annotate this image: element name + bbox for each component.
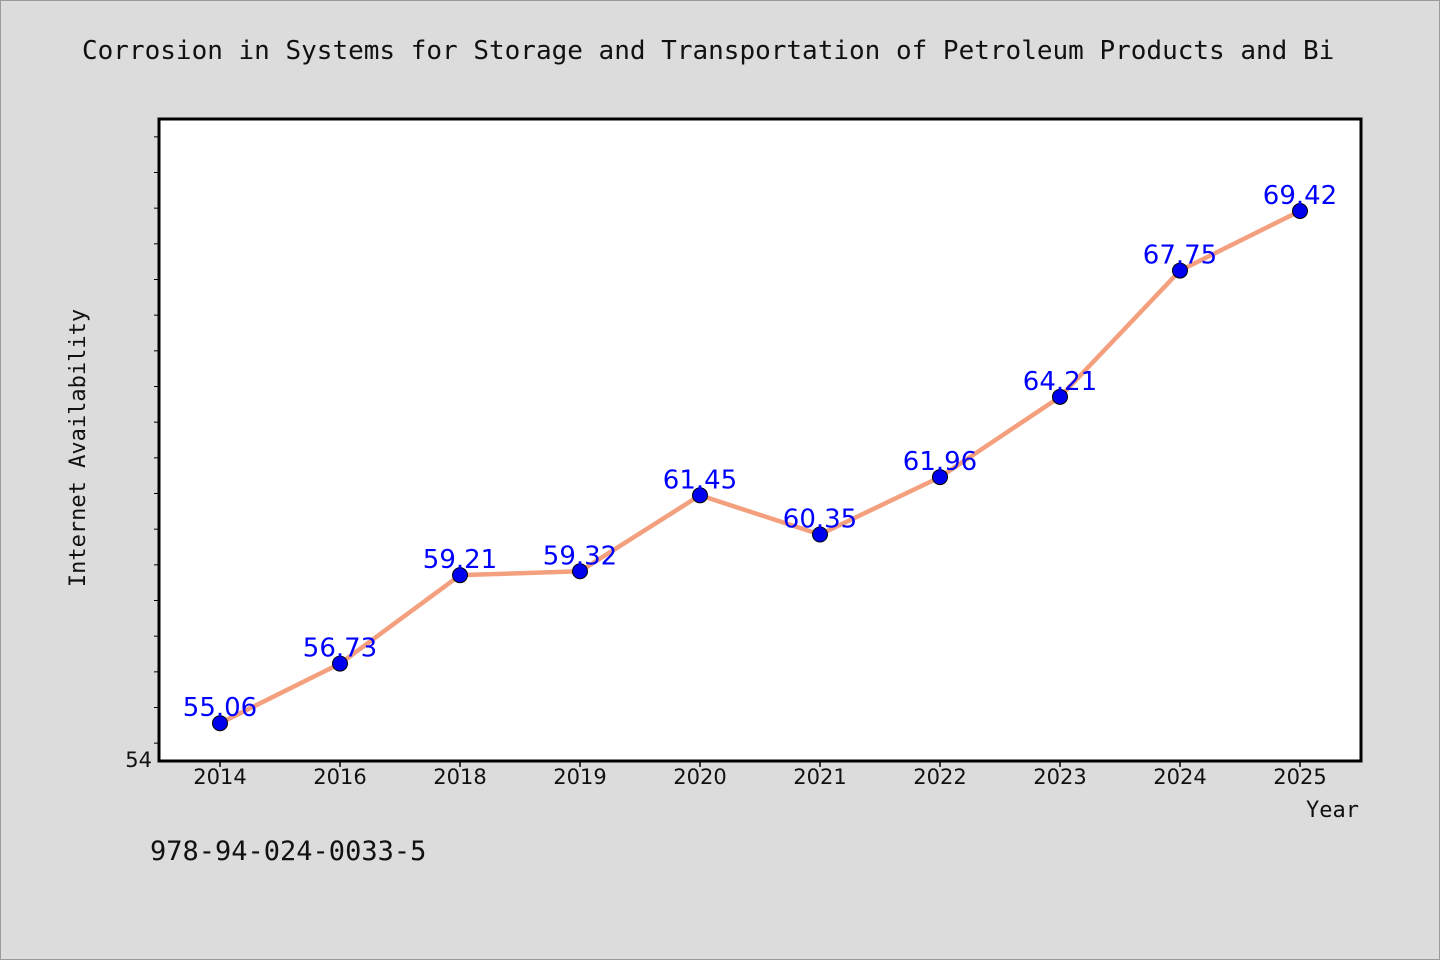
data-label: 60.35 [783,505,857,535]
x-tick-label: 2022 [913,765,966,789]
data-point [212,715,228,732]
x-tick-label: 2019 [553,765,606,789]
chart-title: Corrosion in Systems for Storage and Tra… [82,36,1335,66]
data-point [332,655,348,672]
y-axis-title: Internet Availability [66,309,91,587]
series-layer: 55.06 56.73 59.21 59.32 61.45 60.35 61.96 64.21… [183,181,1337,732]
data-point [1172,262,1188,279]
data-point [572,563,588,580]
data-label: 61.96 [903,447,977,477]
series-line [218,209,1302,726]
data-label: 55.06 [183,693,257,723]
x-tick-label: 2020 [673,765,726,789]
data-label: 56.73 [303,634,377,664]
data-label: 59.32 [543,541,617,571]
y-axis-ticks: 54 [125,136,159,772]
x-axis-ticks: 2014 2016 2018 2019 2020 2021 2022 2023 2024 2025 [193,761,1327,789]
data-point [452,567,468,584]
x-tick-label: 2016 [313,765,366,789]
plot-area [157,117,1363,763]
x-tick-label: 2014 [193,765,246,789]
data-point [932,469,948,486]
data-point [692,487,708,504]
data-point [1292,203,1308,220]
data-label: 61.45 [663,465,737,495]
data-label: 59.21 [423,545,497,575]
data-label: 67.75 [1143,241,1217,271]
data-label: 64.21 [1023,367,1097,397]
x-tick-label: 2024 [1153,765,1206,789]
x-tick-label: 2023 [1033,765,1086,789]
data-point [1052,388,1068,405]
x-tick-label: 2021 [793,765,846,789]
x-tick-label: 2025 [1273,765,1326,789]
y-tick-label: 54 [125,748,152,772]
x-tick-label: 2018 [433,765,486,789]
data-point [812,526,828,543]
data-label: 69.42 [1263,181,1337,211]
isbn-footer: 978-94-024-0033-5 [150,836,427,867]
x-axis-title: Year [1306,798,1359,823]
